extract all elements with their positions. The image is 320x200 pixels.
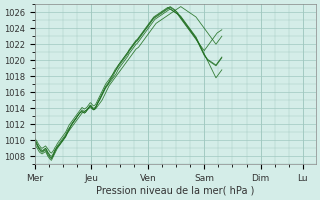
X-axis label: Pression niveau de la mer( hPa ): Pression niveau de la mer( hPa ) (96, 186, 255, 196)
